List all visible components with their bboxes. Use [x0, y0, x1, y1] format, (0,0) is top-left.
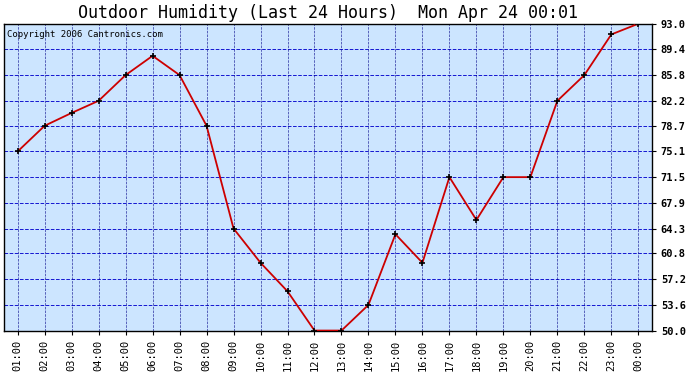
Text: Copyright 2006 Cantronics.com: Copyright 2006 Cantronics.com — [8, 30, 164, 39]
Title: Outdoor Humidity (Last 24 Hours)  Mon Apr 24 00:01: Outdoor Humidity (Last 24 Hours) Mon Apr… — [78, 4, 578, 22]
